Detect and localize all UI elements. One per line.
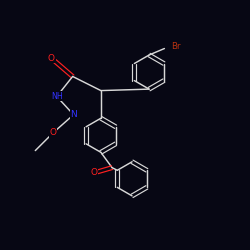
Text: N: N: [70, 110, 77, 119]
Text: O: O: [48, 54, 55, 63]
Text: O: O: [50, 128, 56, 138]
Text: Br: Br: [171, 42, 180, 51]
Text: O: O: [90, 168, 97, 177]
Text: NH: NH: [51, 92, 63, 101]
